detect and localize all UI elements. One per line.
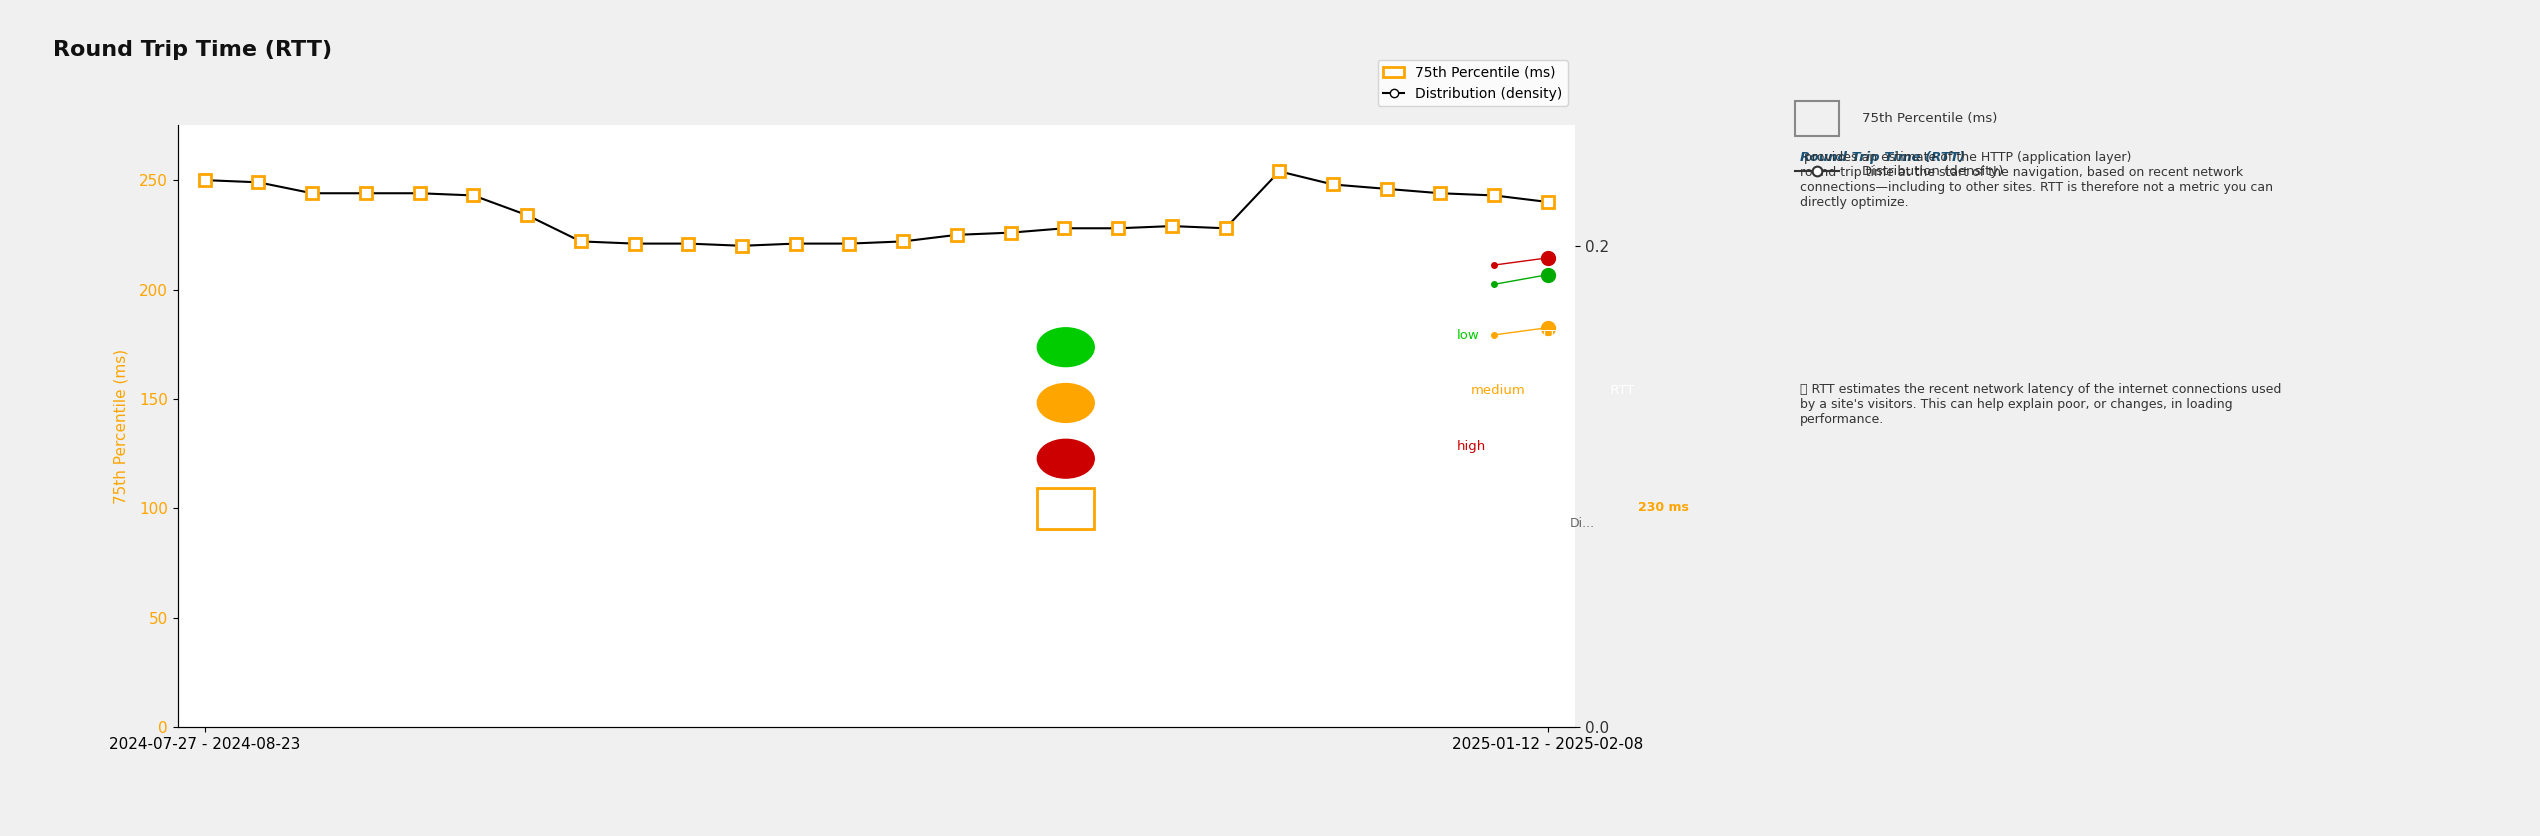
Text: Round Trip Time (RTT): Round Trip Time (RTT) xyxy=(1801,151,1966,164)
Text: provides an estimate of the HTTP (application layer)
round trip time at the star: provides an estimate of the HTTP (applic… xyxy=(1801,151,2273,209)
Text: low: low xyxy=(1458,329,1481,342)
Text: 66.4% experienced: 66.4% experienced xyxy=(1115,385,1250,397)
Legend: 75th Percentile (ms), Distribution (density): 75th Percentile (ms), Distribution (dens… xyxy=(1377,60,1567,106)
Text: Among phone page loads,: Among phone page loads, xyxy=(1052,296,1227,309)
Text: 18.4% experienced: 18.4% experienced xyxy=(1115,440,1250,453)
Text: Di...: Di... xyxy=(1570,517,1595,530)
Text: RTT: RTT xyxy=(1529,329,1557,342)
Text: Data for 2025-01-12 - 2025-02-08: Data for 2025-01-12 - 2025-02-08 xyxy=(1052,243,1303,256)
Circle shape xyxy=(1036,384,1095,422)
Text: 75th Percentile (ms): 75th Percentile (ms) xyxy=(1862,112,1996,125)
Text: RTT: RTT xyxy=(1605,385,1636,397)
Circle shape xyxy=(1036,440,1095,478)
Text: Round Trip Time (RTT): Round Trip Time (RTT) xyxy=(53,40,333,60)
Text: high: high xyxy=(1458,440,1486,453)
Y-axis label: 75th Percentile (ms): 75th Percentile (ms) xyxy=(114,349,127,504)
Text: 230 ms: 230 ms xyxy=(1638,501,1689,513)
Text: Distribution (density): Distribution (density) xyxy=(1862,165,2004,178)
Text: 75% of phone page loads experienced RTT of ≤: 75% of phone page loads experienced RTT … xyxy=(1115,501,1420,513)
Text: 15.2% experienced: 15.2% experienced xyxy=(1115,329,1250,342)
Text: RTT: RTT xyxy=(1529,440,1557,453)
Text: ⓘ RTT estimates the recent network latency of the internet connections used
by a: ⓘ RTT estimates the recent network laten… xyxy=(1801,383,2281,426)
Circle shape xyxy=(1036,328,1095,366)
Text: medium: medium xyxy=(1471,385,1527,397)
